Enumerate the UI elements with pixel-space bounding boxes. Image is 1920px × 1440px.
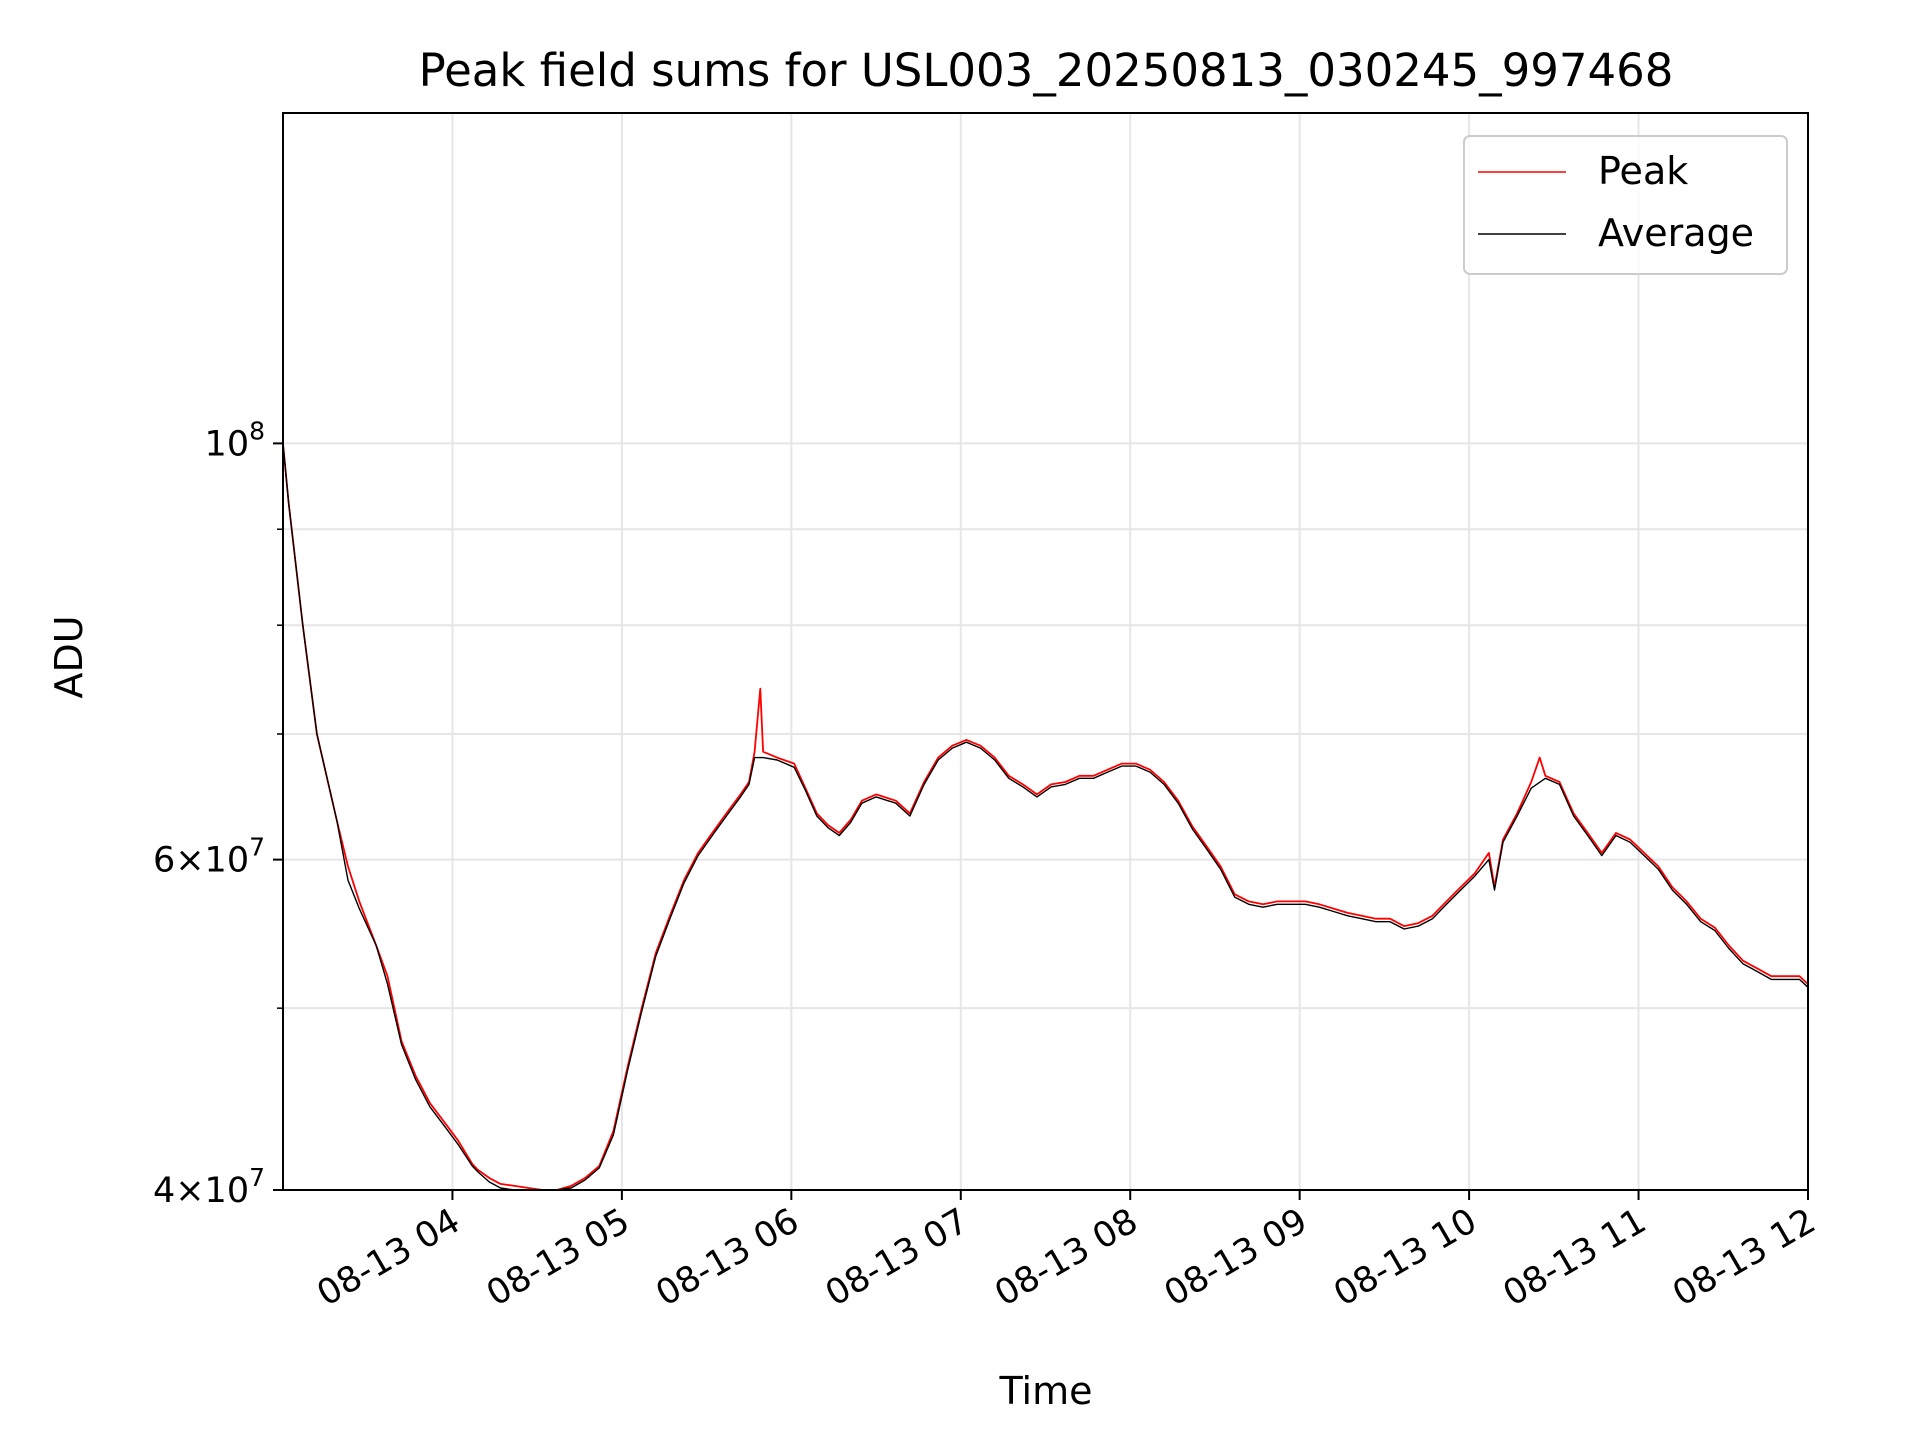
x-axis-label: Time: [999, 1369, 1093, 1413]
y-tick-exponent: 7: [249, 833, 265, 862]
y-tick-exponent: 7: [249, 1163, 265, 1192]
legend-average-label: Average: [1598, 211, 1754, 255]
legend: Peak Average: [1463, 135, 1788, 275]
legend-box: [1463, 135, 1788, 275]
legend-peak-label: Peak: [1598, 149, 1688, 193]
plot-frame: [282, 112, 1809, 1191]
y-tick-label: 108: [205, 416, 265, 464]
y-tick-label: 6×107: [153, 833, 265, 881]
y-tick-label: 4×107: [153, 1163, 265, 1211]
y-axis-label: ADU: [47, 615, 91, 698]
chart-title: Peak field sums for USL003_20250813_0302…: [419, 44, 1674, 97]
y-tick-exponent: 8: [249, 416, 265, 445]
